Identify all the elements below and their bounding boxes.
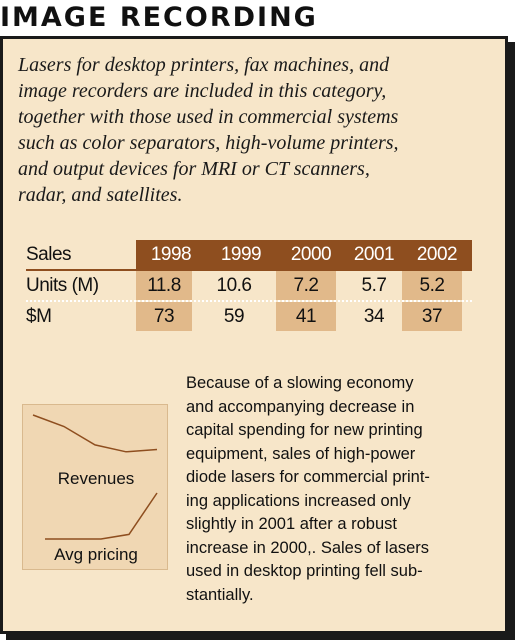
sparkline-svg bbox=[32, 414, 158, 540]
intro-line: Lasers for desktop printers, fax machine… bbox=[18, 54, 390, 76]
intro-line: radar, and satellites. bbox=[18, 184, 183, 206]
body-line: Because of a slowing economy bbox=[186, 374, 414, 392]
intro-line: together with those used in commercial s… bbox=[18, 106, 399, 128]
row-label-units: Units (M) bbox=[26, 275, 99, 296]
dotted-divider bbox=[26, 300, 472, 302]
body-line: used in desktop printing fell sub- bbox=[186, 562, 423, 580]
table-header-row: Sales 1998 1999 2000 2001 2002 bbox=[26, 240, 472, 271]
year-2001: 2001 bbox=[353, 244, 395, 265]
units-2000: 7.2 bbox=[276, 271, 336, 300]
body-paragraph: Because of a slowing economy and accompa… bbox=[186, 372, 486, 607]
trend-sparklines: Revenues Avg pricing bbox=[22, 404, 168, 570]
intro-line: and output devices for MRI or CT scanner… bbox=[18, 158, 370, 180]
sales-table: Sales 1998 1999 2000 2001 2002 Units (M)… bbox=[26, 240, 472, 333]
pricing-label: Avg pricing bbox=[54, 545, 138, 564]
revenues-label: Revenues bbox=[57, 469, 135, 488]
body-line: ing applications increased only bbox=[186, 491, 411, 510]
units-2001: 5.7 bbox=[361, 275, 387, 296]
body-line: equipment, sales of high-power bbox=[186, 444, 416, 463]
table-header-label: Sales bbox=[26, 240, 136, 269]
section-title: IMAGE RECORDING bbox=[0, 2, 318, 33]
table-row: $M 73 59 41 34 37 bbox=[26, 302, 472, 333]
year-2000: 2000 bbox=[290, 244, 332, 265]
year-1999: 1999 bbox=[220, 244, 262, 265]
body-line: capital spending for new printing bbox=[186, 421, 423, 439]
units-2002: 5.2 bbox=[402, 271, 462, 300]
row-label-dollars: $M bbox=[26, 306, 52, 327]
body-line: and accompanying decrease in bbox=[186, 397, 415, 416]
body-line: diode lasers for commercial print- bbox=[186, 468, 430, 486]
body-line: slightly in 2001 after a robust bbox=[186, 515, 397, 533]
dollars-2001: 34 bbox=[363, 306, 385, 327]
dollars-2002: 37 bbox=[402, 302, 462, 331]
units-1999: 10.6 bbox=[216, 275, 252, 296]
pricing-sparkline bbox=[45, 492, 158, 540]
year-2002: 2002 bbox=[416, 244, 458, 265]
dollars-2000: 41 bbox=[276, 302, 336, 331]
body-line: stantially. bbox=[186, 585, 254, 604]
intro-line: such as color separators, high-volume pr… bbox=[18, 132, 399, 154]
units-1998: 11.8 bbox=[136, 271, 192, 300]
intro-paragraph: Lasers for desktop printers, fax machine… bbox=[18, 52, 488, 208]
intro-line: image recorders are included in this cat… bbox=[18, 80, 387, 102]
table-row: Units (M) 11.8 10.6 7.2 5.7 5.2 bbox=[26, 271, 472, 302]
revenues-sparkline bbox=[32, 414, 158, 453]
dollars-1999: 59 bbox=[223, 306, 245, 327]
dollars-1998: 73 bbox=[136, 302, 192, 331]
year-1998: 1998 bbox=[150, 244, 192, 265]
body-line: increase in 2000,. Sales of lasers bbox=[186, 538, 430, 557]
